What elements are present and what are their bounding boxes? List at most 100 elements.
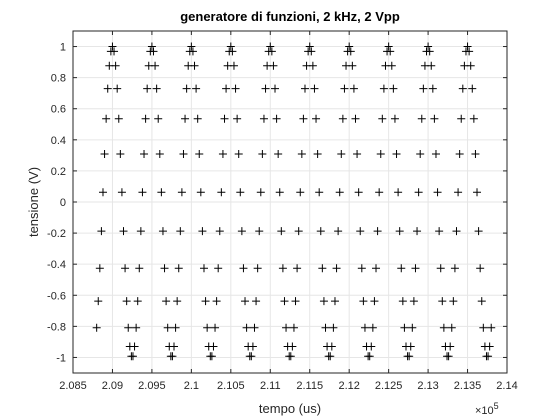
data-point <box>288 342 297 351</box>
x-tick-label: 2.11 <box>260 380 281 392</box>
x-tick-label: 2.125 <box>375 380 403 392</box>
data-point <box>428 84 437 93</box>
data-point <box>419 84 428 93</box>
data-point <box>282 323 291 332</box>
data-point <box>452 227 461 236</box>
data-point <box>405 352 414 361</box>
data-point <box>140 149 149 158</box>
x-tick-label: 2.09 <box>102 380 123 392</box>
data-point <box>92 323 101 332</box>
data-point <box>250 323 259 332</box>
y-tick-label: 0.8 <box>51 73 66 85</box>
data-point <box>258 149 267 158</box>
data-point <box>345 42 354 51</box>
data-point <box>133 297 142 306</box>
data-point <box>360 323 369 332</box>
data-point <box>455 149 464 158</box>
data-point <box>108 42 117 51</box>
data-marks <box>92 42 496 361</box>
data-point <box>241 297 250 306</box>
data-point <box>454 188 463 197</box>
data-point <box>192 84 201 93</box>
data-point <box>193 114 202 123</box>
data-point <box>348 61 357 70</box>
x-tick-label: 2.13 <box>417 380 438 392</box>
data-point <box>155 149 164 158</box>
data-point <box>346 47 355 56</box>
y-tick-label: 0.2 <box>51 166 66 178</box>
data-point <box>157 188 166 197</box>
data-point <box>114 114 123 123</box>
data-point <box>313 149 322 158</box>
data-point <box>413 227 422 236</box>
data-point <box>182 84 191 93</box>
data-point <box>335 188 344 197</box>
data-point <box>228 47 237 56</box>
data-point <box>329 323 338 332</box>
data-point <box>119 227 128 236</box>
data-point <box>271 84 280 93</box>
data-point <box>95 264 104 273</box>
data-point <box>124 323 133 332</box>
data-point <box>195 149 204 158</box>
data-point <box>312 114 321 123</box>
data-point <box>316 227 325 236</box>
y-tick-label: 0.4 <box>51 135 66 147</box>
data-point <box>293 264 302 273</box>
data-point <box>394 188 403 197</box>
data-point <box>414 188 423 197</box>
data-point <box>444 352 453 361</box>
data-point <box>433 188 442 197</box>
data-point <box>231 84 240 93</box>
data-point <box>340 84 349 93</box>
data-point <box>174 264 183 273</box>
data-point <box>436 264 445 273</box>
data-point <box>211 323 220 332</box>
data-point <box>128 352 137 361</box>
data-point <box>94 297 103 306</box>
data-point <box>233 114 242 123</box>
data-point <box>354 188 363 197</box>
data-point <box>198 227 207 236</box>
y-tick-label: -0.8 <box>47 321 66 333</box>
data-point <box>315 188 324 197</box>
data-point <box>196 188 205 197</box>
data-point <box>319 297 328 306</box>
data-point <box>272 114 281 123</box>
x-axis-label: tempo (us) <box>259 401 321 416</box>
data-point <box>253 264 262 273</box>
data-point <box>359 297 368 306</box>
data-point <box>400 323 409 332</box>
data-point <box>121 264 130 273</box>
x-tick-label: 2.14 <box>496 380 517 392</box>
data-point <box>370 297 379 306</box>
data-point <box>438 297 447 306</box>
data-point <box>226 42 235 51</box>
y-tick-label: 0 <box>60 197 66 209</box>
data-point <box>152 84 161 93</box>
data-point <box>149 47 158 56</box>
data-point <box>247 352 256 361</box>
data-point <box>177 188 186 197</box>
data-series <box>92 42 496 361</box>
data-point <box>267 47 276 56</box>
data-point <box>411 264 420 273</box>
data-point <box>384 42 393 51</box>
data-point <box>408 323 417 332</box>
x-tick-label: 2.085 <box>59 380 87 392</box>
data-point <box>351 114 360 123</box>
data-point <box>427 61 436 70</box>
data-point <box>266 42 275 51</box>
data-point <box>141 114 150 123</box>
data-point <box>398 297 407 306</box>
x-tick-label: 2.1 <box>184 380 199 392</box>
data-point <box>435 227 444 236</box>
data-point <box>294 227 303 236</box>
data-point <box>100 149 109 158</box>
data-point <box>378 114 387 123</box>
data-point <box>171 323 180 332</box>
data-point <box>395 227 404 236</box>
data-point <box>252 297 261 306</box>
data-point <box>458 84 467 93</box>
data-point <box>278 264 287 273</box>
